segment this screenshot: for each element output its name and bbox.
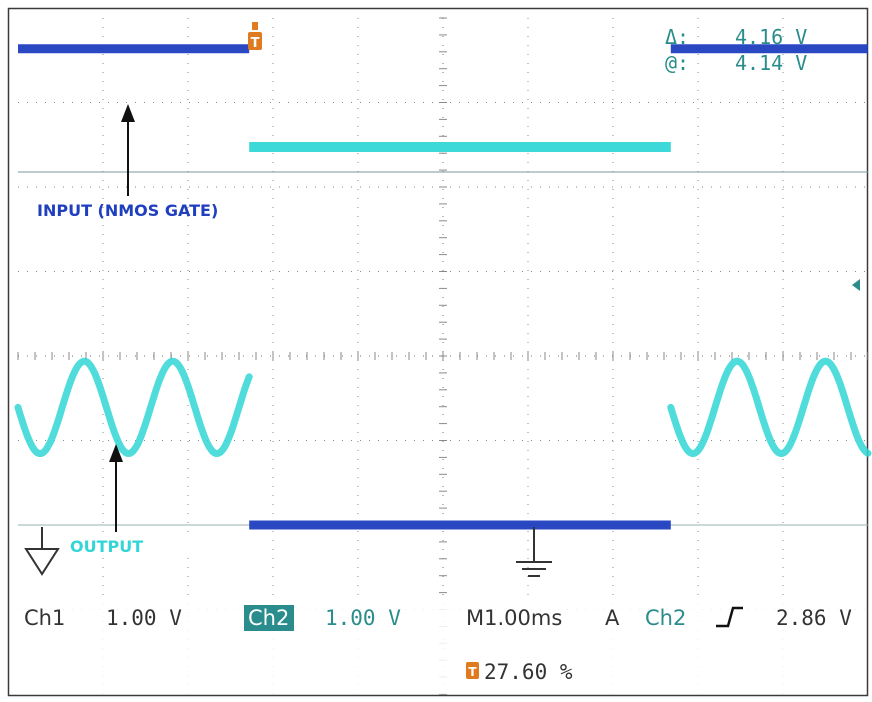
trigger-position-icon: T: [466, 662, 479, 679]
input-label: INPUT (NMOS GATE): [37, 201, 218, 220]
trigger-level: 2.86 V: [776, 606, 852, 630]
ch2-scale: 1.00 V: [325, 606, 401, 630]
timebase: M1.00ms: [466, 606, 562, 630]
output-label-background: [66, 532, 242, 558]
graticule-grid: [17, 17, 869, 695]
input-annotation-arrow-icon: [121, 104, 135, 196]
ch2-label: Ch2: [248, 606, 289, 630]
ch2-ground-marker-icon: [24, 527, 60, 576]
svg-text:T: T: [468, 665, 477, 679]
cursor-at-value: 4.14 V: [735, 51, 807, 75]
cursor-at-label: @:: [665, 51, 689, 75]
ch1-label: Ch1: [24, 606, 65, 630]
rising-edge-icon: [716, 606, 743, 628]
trigger-mode: A: [605, 606, 620, 630]
svg-text:T: T: [251, 36, 260, 51]
trigger-level-arrow-icon: [852, 279, 860, 291]
output-label: OUTPUT: [70, 537, 143, 556]
ch2-sine-segment: [14, 357, 253, 458]
cursor-delta-value: 4.16 V: [735, 25, 807, 49]
screen-frame: [7, 7, 869, 697]
ch2-label-badge: [244, 605, 294, 631]
trigger-position: 27.60 %: [484, 660, 573, 684]
cursor-delta-label: Δ:: [665, 25, 689, 49]
ground-symbol-icon: [516, 527, 552, 577]
waveform-traces: [14, 44, 872, 530]
ch1-scale: 1.00 V: [106, 606, 182, 630]
trigger-source: Ch2: [645, 606, 686, 630]
status-bar-background: [10, 598, 866, 694]
ch2-sine-segment: [667, 357, 872, 458]
trigger-position-marker-icon: T: [248, 22, 262, 51]
output-annotation-arrow-icon: [109, 444, 123, 532]
